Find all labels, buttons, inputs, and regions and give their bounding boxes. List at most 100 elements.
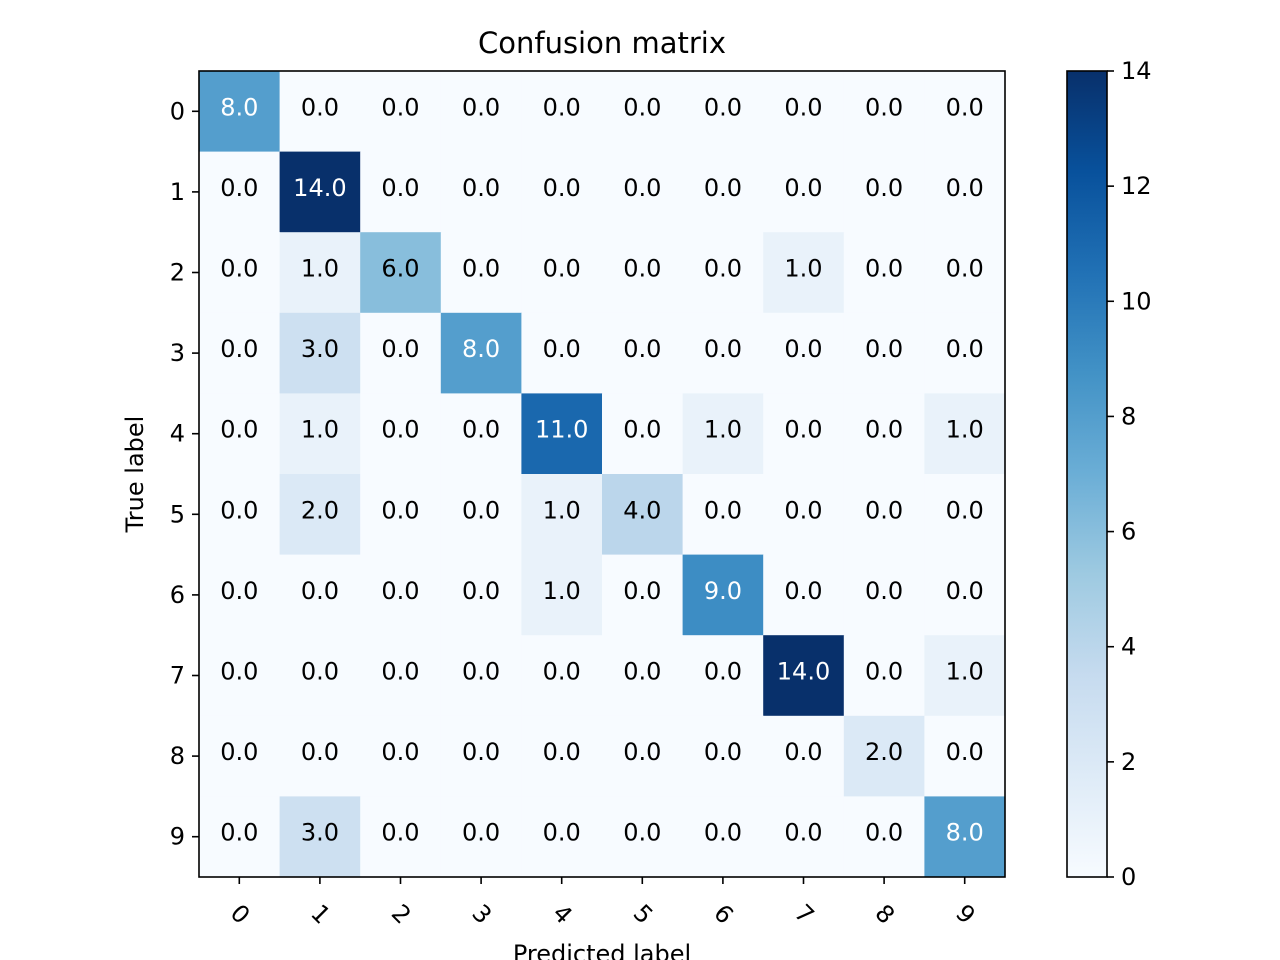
heatmap-cell <box>521 554 603 636</box>
heatmap-cell <box>682 715 764 797</box>
cell-value-label: 0.0 <box>784 577 822 605</box>
heatmap-cell <box>843 312 925 394</box>
heatmap-cell <box>924 71 1006 153</box>
heatmap-cell <box>843 151 925 233</box>
cell-value-label: 0.0 <box>946 335 984 363</box>
cell-value-label: 0.0 <box>462 496 500 524</box>
x-axis-ticks: 0 1 2 3 4 5 6 7 8 9 <box>225 877 981 930</box>
heatmap-cell <box>521 393 603 475</box>
cell-value-label: 0.0 <box>301 738 339 766</box>
heatmap-cell <box>763 232 845 314</box>
cell-value-label: 8.0 <box>462 335 500 363</box>
heatmap-cell <box>199 71 281 153</box>
cell-value-label: 0.0 <box>543 658 581 686</box>
cell-value-label: 0.0 <box>462 738 500 766</box>
cell-value-label: 0.0 <box>543 255 581 283</box>
cell-value-label: 0.0 <box>865 174 903 202</box>
cell-value-label: 1.0 <box>301 416 339 444</box>
heatmap-cell <box>763 635 845 717</box>
heatmap-cell <box>602 715 684 797</box>
heatmap-cell <box>440 554 522 636</box>
heatmap-cell <box>199 554 281 636</box>
cell-value-label: 0.0 <box>462 174 500 202</box>
y-tick-label: 3 <box>170 339 185 367</box>
heatmap-cell <box>602 151 684 233</box>
heatmap-cell <box>924 474 1006 556</box>
cell-value-label: 0.0 <box>865 255 903 283</box>
cell-value-label: 0.0 <box>462 416 500 444</box>
heatmap-cell <box>279 232 361 314</box>
heatmap-cell <box>843 796 925 878</box>
cell-value-label: 0.0 <box>623 819 661 847</box>
cell-value-label: 0.0 <box>704 335 742 363</box>
cell-value-label: 0.0 <box>381 335 419 363</box>
x-tick-label: 3 <box>467 899 498 930</box>
heatmap-cell <box>602 635 684 717</box>
y-axis-label: True label <box>121 416 149 534</box>
heatmap-cell <box>521 715 603 797</box>
heatmap-cell <box>360 71 442 153</box>
cell-value-label: 11.0 <box>535 416 588 444</box>
y-tick-label: 2 <box>170 259 185 287</box>
cell-value-label: 0.0 <box>946 174 984 202</box>
cell-value-label: 0.0 <box>946 738 984 766</box>
cell-value-label: 0.0 <box>784 174 822 202</box>
y-tick-label: 9 <box>170 823 185 851</box>
heatmap-cell <box>199 715 281 797</box>
heatmap-cell <box>279 312 361 394</box>
cell-value-label: 0.0 <box>543 174 581 202</box>
cell-value-label: 0.0 <box>784 819 822 847</box>
heatmap-cell <box>360 393 442 475</box>
cell-value-label: 0.0 <box>784 93 822 121</box>
heatmap-cell <box>199 232 281 314</box>
heatmap-cell <box>199 393 281 475</box>
heatmap-cell <box>279 715 361 797</box>
x-tick-label: 8 <box>870 899 901 930</box>
colorbar-tick-label: 4 <box>1121 633 1136 661</box>
heatmap-cell <box>682 393 764 475</box>
heatmap-cell <box>440 474 522 556</box>
heatmap-cell <box>360 554 442 636</box>
cell-value-label: 0.0 <box>623 174 661 202</box>
cell-value-label: 0.0 <box>543 819 581 847</box>
cell-value-label: 0.0 <box>381 496 419 524</box>
heatmap-cell <box>602 474 684 556</box>
heatmap-cell <box>279 151 361 233</box>
cell-value-label: 0.0 <box>865 416 903 444</box>
cell-value-label: 0.0 <box>462 819 500 847</box>
colorbar-tick-label: 6 <box>1121 518 1136 546</box>
cell-value-label: 0.0 <box>462 658 500 686</box>
cell-value-label: 0.0 <box>784 496 822 524</box>
heatmap-cell <box>440 151 522 233</box>
heatmap-cell <box>763 393 845 475</box>
heatmap-cell <box>763 554 845 636</box>
heatmap-cell <box>924 151 1006 233</box>
colorbar-ticks: 0 2 4 6 8 10 12 14 <box>1107 57 1152 891</box>
heatmap-cell <box>521 71 603 153</box>
heatmap-cell <box>360 715 442 797</box>
heatmap-cell <box>440 312 522 394</box>
heatmap-cell <box>763 312 845 394</box>
heatmap-cell <box>360 151 442 233</box>
cell-value-label: 0.0 <box>704 174 742 202</box>
cell-value-label: 8.0 <box>946 819 984 847</box>
cell-value-label: 0.0 <box>623 335 661 363</box>
heatmap-cell <box>602 312 684 394</box>
cell-value-label: 0.0 <box>865 496 903 524</box>
heatmap-cell <box>199 796 281 878</box>
cell-value-label: 0.0 <box>623 416 661 444</box>
cell-value-label: 1.0 <box>543 577 581 605</box>
cell-value-label: 1.0 <box>946 416 984 444</box>
heatmap-cell <box>279 554 361 636</box>
cell-value-label: 0.0 <box>543 738 581 766</box>
y-tick-label: 6 <box>170 581 185 609</box>
cell-value-label: 0.0 <box>784 416 822 444</box>
y-tick-label: 0 <box>170 97 185 125</box>
cell-value-label: 2.0 <box>301 496 339 524</box>
heatmap-cell <box>763 715 845 797</box>
cell-value-label: 0.0 <box>865 577 903 605</box>
heatmap-cell <box>521 635 603 717</box>
cell-value-label: 1.0 <box>301 255 339 283</box>
heatmap-cell <box>440 232 522 314</box>
cell-value-label: 0.0 <box>865 658 903 686</box>
